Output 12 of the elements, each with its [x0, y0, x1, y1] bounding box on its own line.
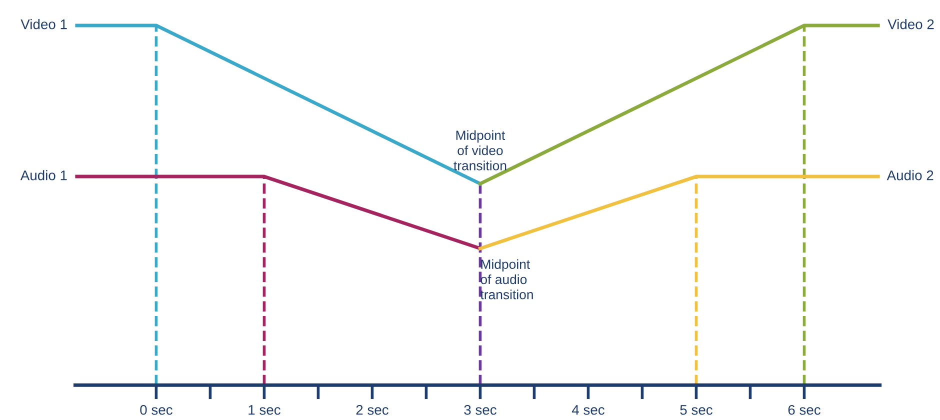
x-tick-label: 2 sec	[356, 404, 388, 415]
x-tick-label: 5 sec	[680, 405, 712, 415]
x-tick-label: 0 sec	[140, 404, 172, 415]
x-tick-label: 4 sec	[572, 405, 604, 415]
series-label: Audio 1	[20, 170, 67, 180]
series-label: Video 2	[888, 19, 934, 30]
series-label: Audio 2	[886, 170, 934, 180]
series-label: Video 1	[20, 19, 67, 30]
annotation: Midpoint of video transition	[454, 130, 506, 170]
x-tick-label: 1 sec	[248, 405, 280, 415]
x-tick-label: 3 sec	[464, 404, 496, 415]
x-tick-label: 6 sec	[788, 404, 820, 415]
